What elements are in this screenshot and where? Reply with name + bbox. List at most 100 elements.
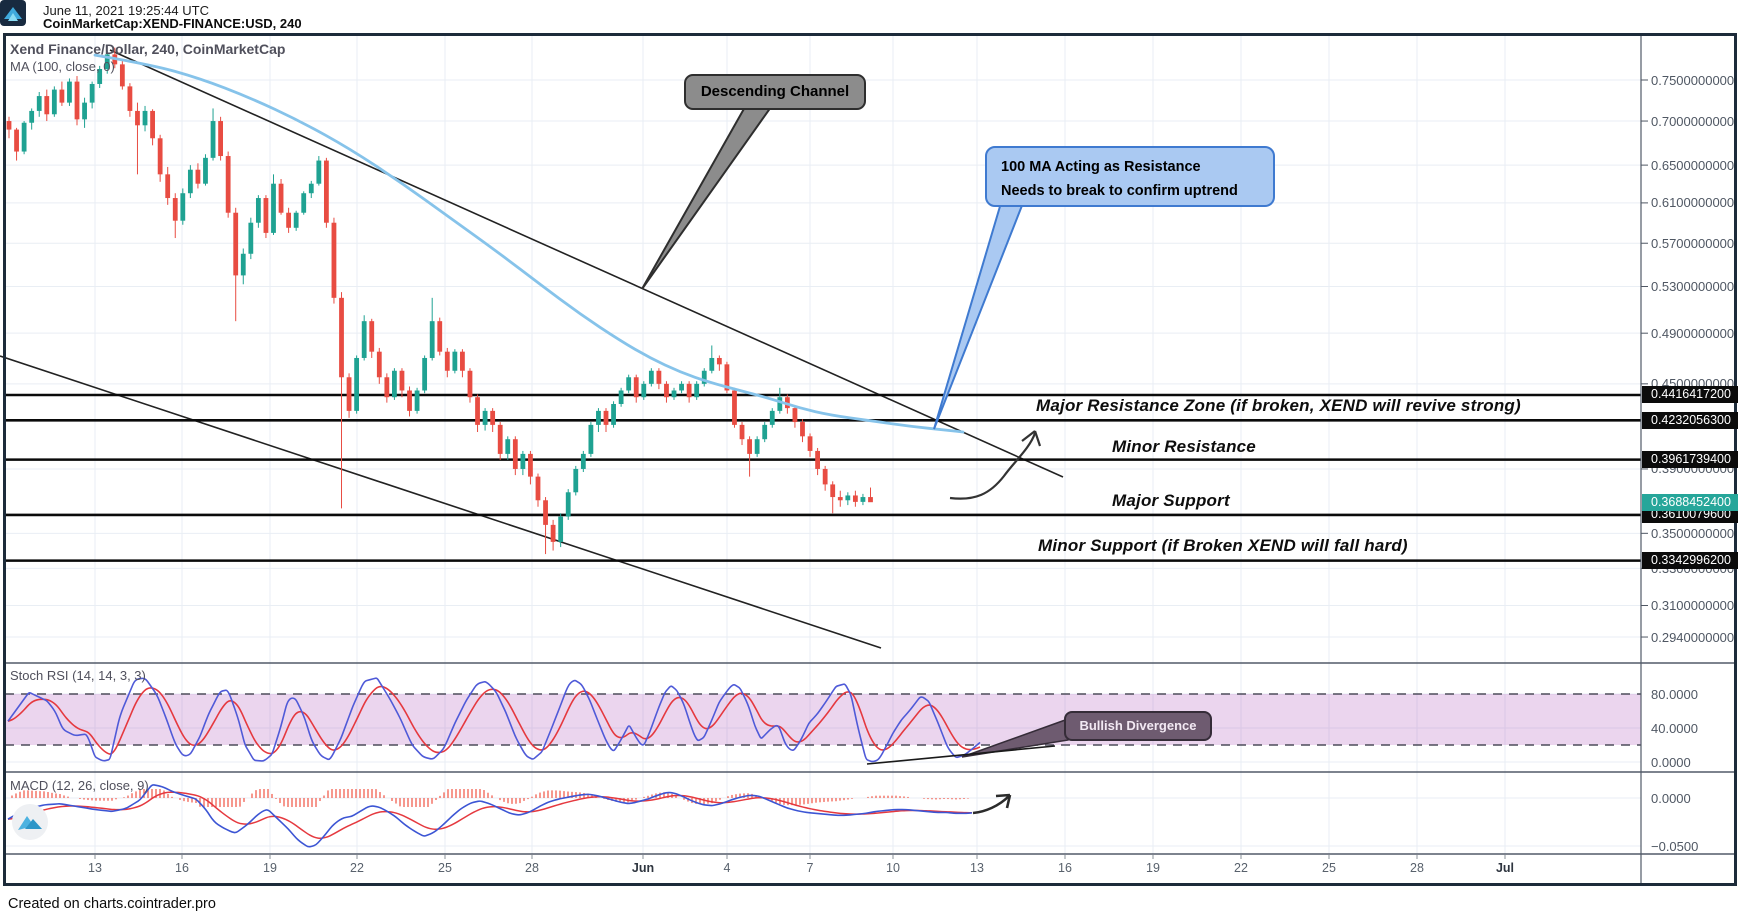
chart-title-legend: Xend Finance/Dollar, 240, CoinMarketCap xyxy=(10,41,286,57)
credit-text: Created on charts.cointrader.pro xyxy=(8,896,216,912)
ma-callout-line2: Needs to break to confirm uptrend xyxy=(1001,183,1238,199)
candle-body xyxy=(203,157,208,184)
candle-body xyxy=(845,495,851,501)
candle-body xyxy=(97,68,103,84)
macd-label: MACD (12, 26, close, 9) xyxy=(10,778,149,793)
candle-body xyxy=(830,484,836,498)
ma-resistance-callout: 100 MA Acting as Resistance Needs to bre… xyxy=(985,146,1275,207)
candle-body xyxy=(475,397,480,425)
candle-body xyxy=(656,370,662,384)
candle-body xyxy=(822,468,828,485)
candle-body xyxy=(694,383,700,398)
candle-body xyxy=(868,497,873,503)
x-axis-label: 7 xyxy=(806,861,814,875)
price-scale-label: 0.4900000000 xyxy=(1651,325,1735,341)
macd-signal-line xyxy=(7,791,973,839)
macd-up-arrow-head xyxy=(995,793,1012,809)
candle-body xyxy=(633,377,639,398)
candle-body xyxy=(51,89,57,115)
x-axis-label: 22 xyxy=(1234,861,1248,875)
candle-body xyxy=(732,390,737,425)
candle-body xyxy=(626,377,632,391)
candle-body xyxy=(664,383,669,398)
candle-body xyxy=(611,404,616,425)
x-axis-label: 28 xyxy=(525,861,539,875)
breakout-arrow xyxy=(949,432,1037,500)
candle-body xyxy=(14,129,19,152)
candle-body xyxy=(747,439,752,454)
candle-body xyxy=(490,410,496,425)
candle-body xyxy=(686,383,692,398)
candle-body xyxy=(369,321,375,352)
candle-body xyxy=(195,169,201,184)
breakout-arrow-head xyxy=(1021,430,1042,447)
candle-body xyxy=(407,390,412,411)
candle-body xyxy=(59,89,65,103)
candle-body xyxy=(187,169,193,194)
candle-body xyxy=(240,253,246,276)
candle-body xyxy=(497,424,503,454)
candle-body xyxy=(29,110,35,123)
x-axis-label: 13 xyxy=(88,861,102,875)
x-axis-label: 19 xyxy=(1146,861,1160,875)
level-price-label: 0.3610079600 xyxy=(1642,506,1738,524)
candle-body xyxy=(331,222,337,298)
x-axis-label: Jul xyxy=(1495,861,1515,875)
x-axis-label: Jun xyxy=(631,861,655,875)
stoch-scale-label: 80.0000 xyxy=(1651,686,1698,702)
candle-body xyxy=(21,122,27,152)
candle-body xyxy=(172,198,178,221)
candle-body xyxy=(709,357,715,371)
candle-body xyxy=(671,390,677,398)
price-scale-label: 0.3100000000 xyxy=(1651,598,1735,613)
candle-body xyxy=(271,183,276,233)
candle-body xyxy=(346,377,352,411)
level-price-label: 0.3961739400 xyxy=(1642,451,1738,469)
ma100-line xyxy=(93,53,965,434)
x-axis-label: 28 xyxy=(1410,861,1424,875)
level-price-label: 0.4416417200 xyxy=(1642,386,1738,404)
bullish-divergence-callout: Bullish Divergence xyxy=(1064,711,1212,741)
ma-indicator-legend: MA (100, close, 0) xyxy=(10,59,115,74)
candle-body xyxy=(716,357,722,365)
candle-body xyxy=(618,390,624,405)
candle-body xyxy=(308,183,314,194)
candle-body xyxy=(82,102,87,120)
header-symbol: CoinMarketCap:XEND-FINANCE:USD, 240 xyxy=(43,16,302,31)
price-scale-label: 0.2940000000 xyxy=(1651,629,1735,645)
candle-body xyxy=(89,83,95,103)
candle-body xyxy=(777,397,783,411)
candle-body xyxy=(701,370,707,384)
header-timestamp: June 11, 2021 19:25:44 UTC xyxy=(43,3,209,18)
candle-body xyxy=(429,321,435,358)
candle-body xyxy=(860,497,866,502)
minor-resistance-annotation: Minor Resistance xyxy=(1112,437,1256,456)
candle-body xyxy=(233,212,239,276)
price-scale-label: 0.7000000000 xyxy=(1651,113,1735,129)
channel-lower-line xyxy=(0,355,882,649)
candle-body xyxy=(505,439,511,454)
candle-body xyxy=(543,500,548,525)
candle-body xyxy=(301,193,307,213)
channel-upper-line xyxy=(109,49,1064,478)
candle-body xyxy=(679,383,684,391)
candle-body xyxy=(263,198,269,233)
x-axis-label: 10 xyxy=(886,861,900,875)
minor-support-annotation: Minor Support (if Broken XEND will fall … xyxy=(1038,536,1408,555)
candle-body xyxy=(800,422,805,437)
candle-body xyxy=(528,453,533,477)
candle-body xyxy=(165,174,171,199)
candle-body xyxy=(135,110,140,126)
candle-body xyxy=(392,370,397,398)
candle-body xyxy=(603,410,609,425)
candle-body xyxy=(754,439,760,454)
candle-body xyxy=(323,160,329,223)
price-scale-label: 0.5300000000 xyxy=(1651,279,1735,294)
divergence-line xyxy=(866,745,1056,765)
candle-body xyxy=(558,516,564,542)
price-scale-label: 0.3500000000 xyxy=(1651,525,1735,541)
candle-body xyxy=(648,370,654,384)
candle-body xyxy=(6,121,12,130)
candle-body xyxy=(482,410,488,425)
